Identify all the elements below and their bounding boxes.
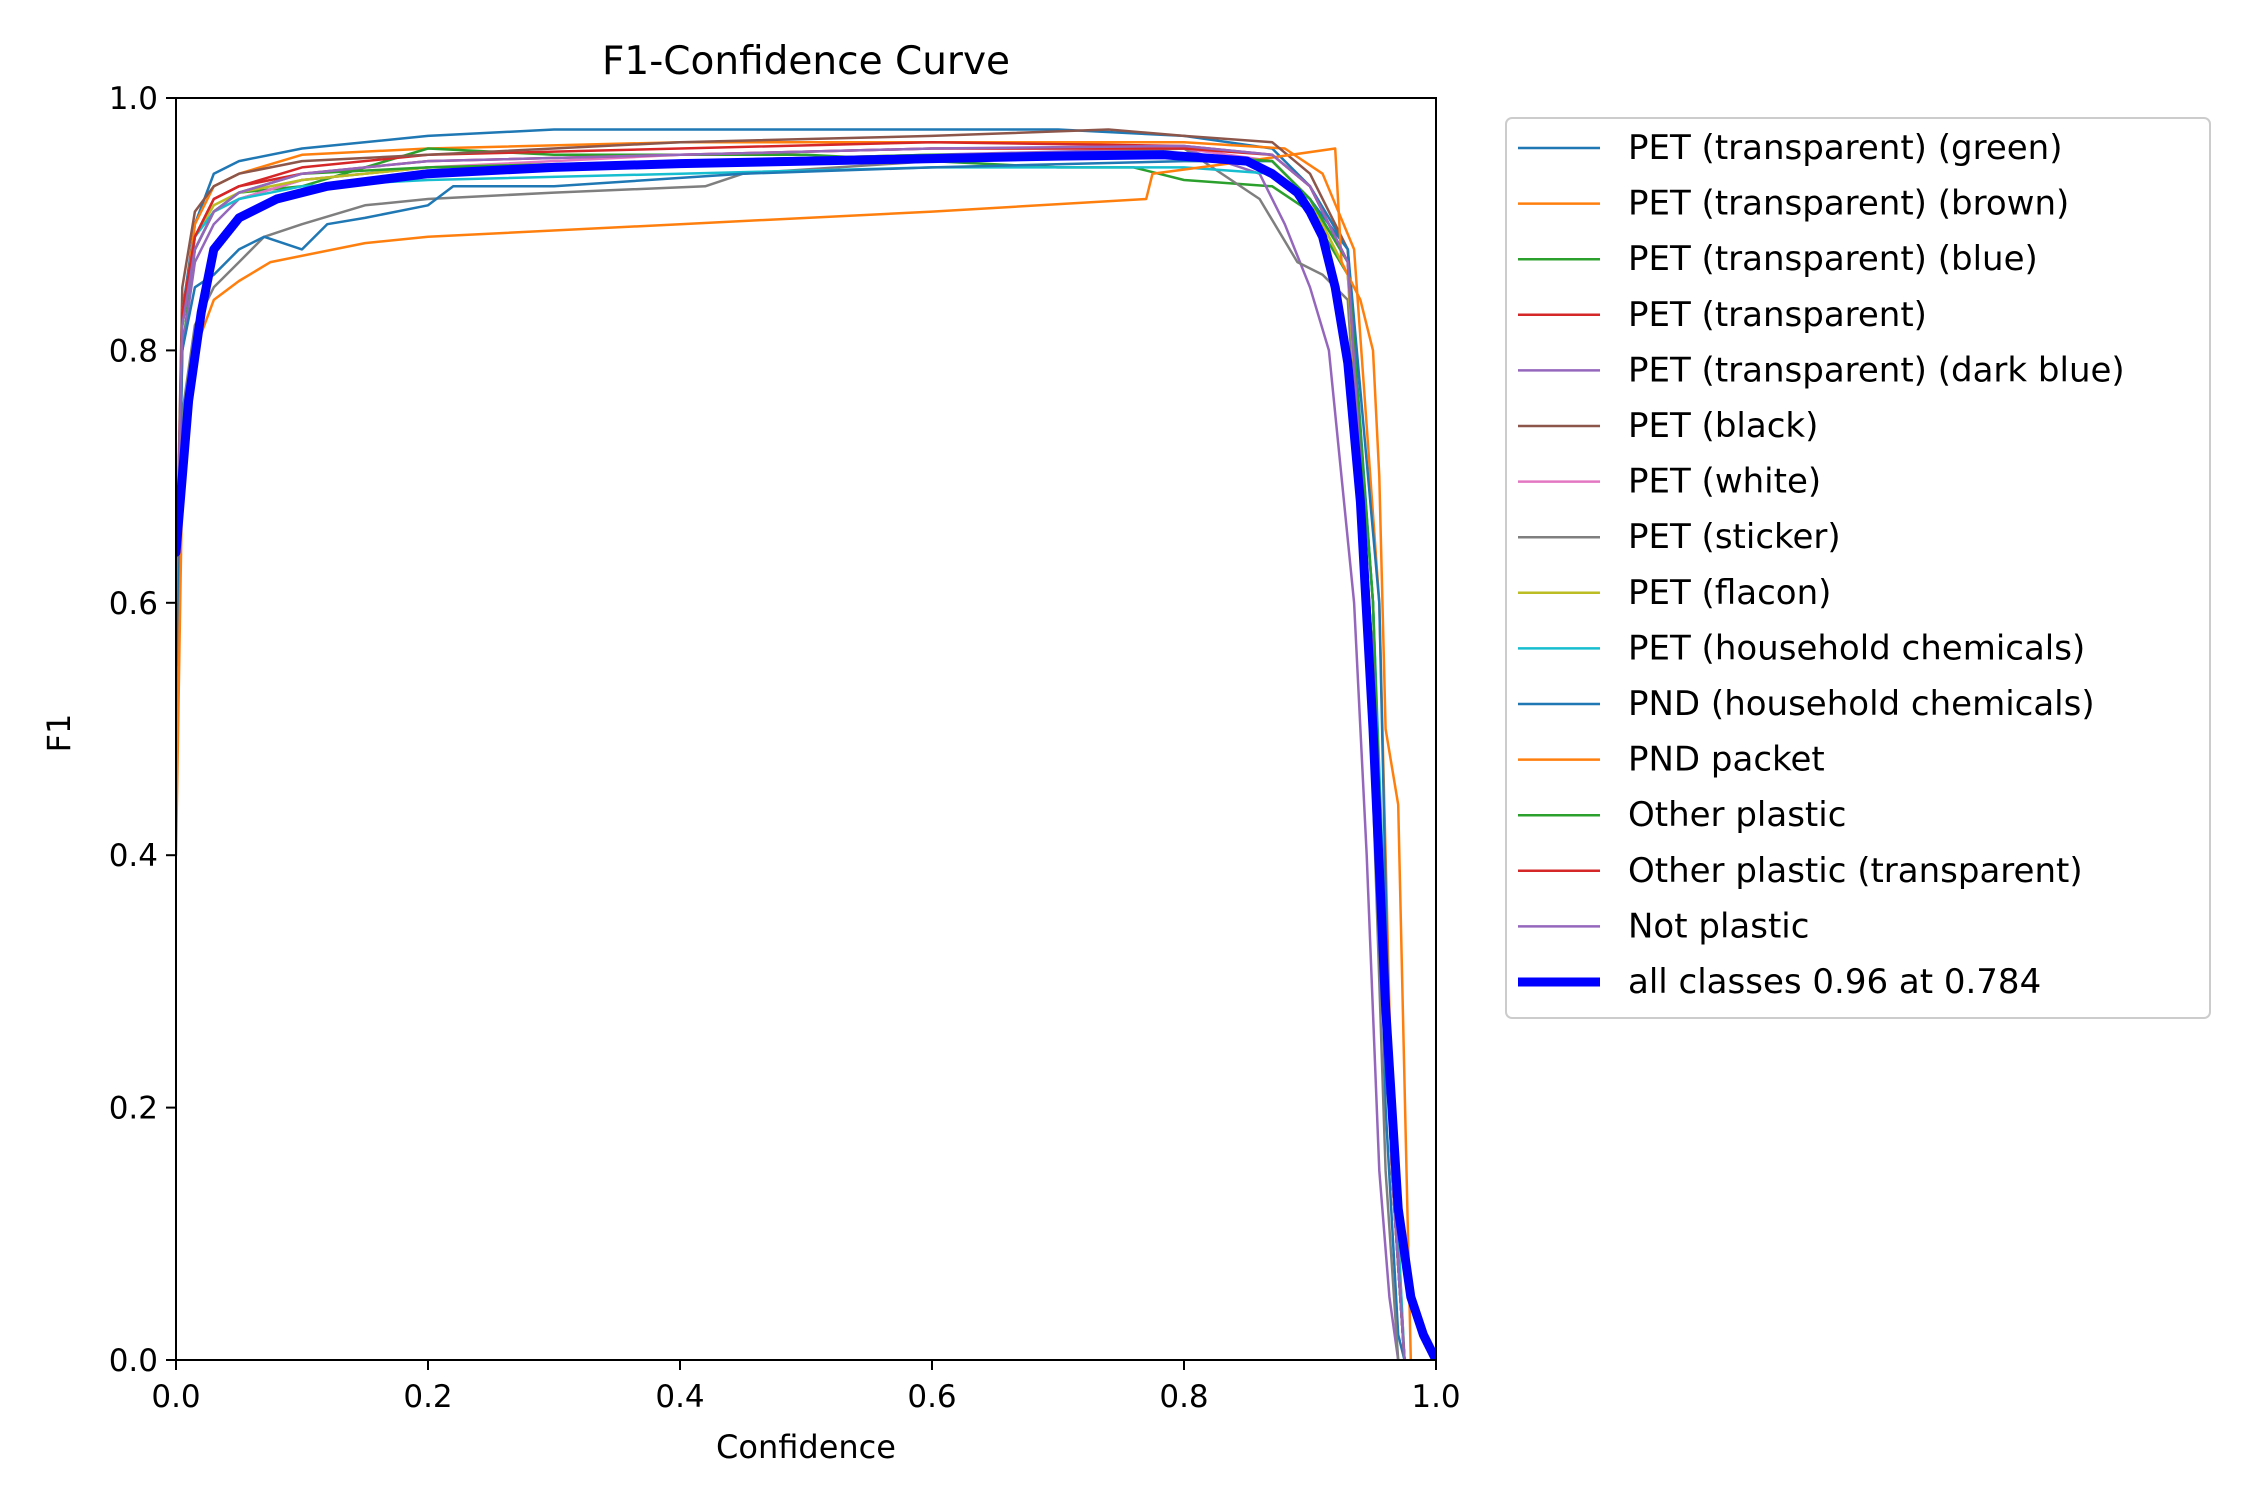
- legend: PET (transparent) (green) PET (transparen…: [1505, 117, 2211, 1019]
- series-line: [176, 147, 1400, 1360]
- y-axis-label: F1: [40, 714, 78, 753]
- legend-label: PET (transparent) (green): [1628, 128, 2062, 168]
- x-tick-label: 1.0: [1411, 1379, 1460, 1415]
- y-tick-label: 0.8: [109, 333, 158, 369]
- series-line: [176, 150, 1436, 1360]
- y-axis-ticks: 0.0 0.2 0.4 0.6 0.8 1.0: [109, 81, 176, 1379]
- series-line: [176, 144, 1406, 1360]
- legend-label: Other plastic: [1628, 795, 1846, 835]
- legend-label: PET (transparent) (dark blue): [1628, 350, 2125, 390]
- series-line: [176, 147, 1413, 1360]
- y-tick-label: 0.2: [109, 1091, 158, 1127]
- y-tick-label: 0.6: [109, 586, 158, 622]
- series-line: [176, 153, 1406, 1360]
- legend-label: Not plastic: [1628, 906, 1809, 946]
- x-tick-label: 0.8: [1159, 1379, 1208, 1415]
- series-line: [176, 140, 1406, 1360]
- y-tick-label: 0.4: [109, 838, 158, 874]
- legend-label: PET (sticker): [1628, 517, 1841, 557]
- series-line: [176, 153, 1406, 1360]
- series-line: [176, 166, 1406, 1360]
- x-tick-label: 0.0: [151, 1379, 200, 1415]
- series-line: [176, 159, 1406, 1360]
- series-line: [176, 147, 1406, 1360]
- chart-title: F1-Confidence Curve: [602, 39, 1010, 84]
- legend-label: Other plastic (transparent): [1628, 851, 2083, 891]
- series-line: [176, 140, 1406, 1360]
- legend-box: [1505, 117, 2211, 1019]
- series-line: [176, 147, 1406, 1360]
- legend-label: PND (household chemicals): [1628, 684, 2095, 724]
- legend-label: PET (flacon): [1628, 573, 1831, 613]
- legend-label: PET (black): [1628, 406, 1818, 446]
- legend-label: PET (transparent) (blue): [1628, 239, 2038, 279]
- legend-label: PND packet: [1628, 740, 1825, 780]
- series-line: [176, 128, 1406, 1360]
- series-line: [176, 128, 1406, 1360]
- plot-frame: [175, 97, 1437, 1361]
- y-tick-label: 0.0: [109, 1343, 158, 1379]
- x-tick-label: 0.2: [403, 1379, 452, 1415]
- series-lines: [176, 128, 1436, 1360]
- legend-label: all classes 0.96 at 0.784: [1628, 962, 2041, 1002]
- series-line: [176, 147, 1406, 1360]
- x-tick-label: 0.6: [907, 1379, 956, 1415]
- x-tick-label: 0.4: [655, 1379, 704, 1415]
- y-tick-label: 1.0: [109, 81, 158, 117]
- legend-label: PET (transparent): [1628, 295, 1927, 335]
- legend-label: PET (transparent) (brown): [1628, 184, 2069, 224]
- x-axis-label: Confidence: [716, 1428, 896, 1466]
- legend-label: PET (white): [1628, 462, 1821, 502]
- series-line: [176, 147, 1400, 1360]
- legend-label: PET (household chemicals): [1628, 628, 2085, 668]
- x-axis-ticks: 0.0 0.2 0.4 0.6 0.8 1.0: [151, 1360, 1461, 1415]
